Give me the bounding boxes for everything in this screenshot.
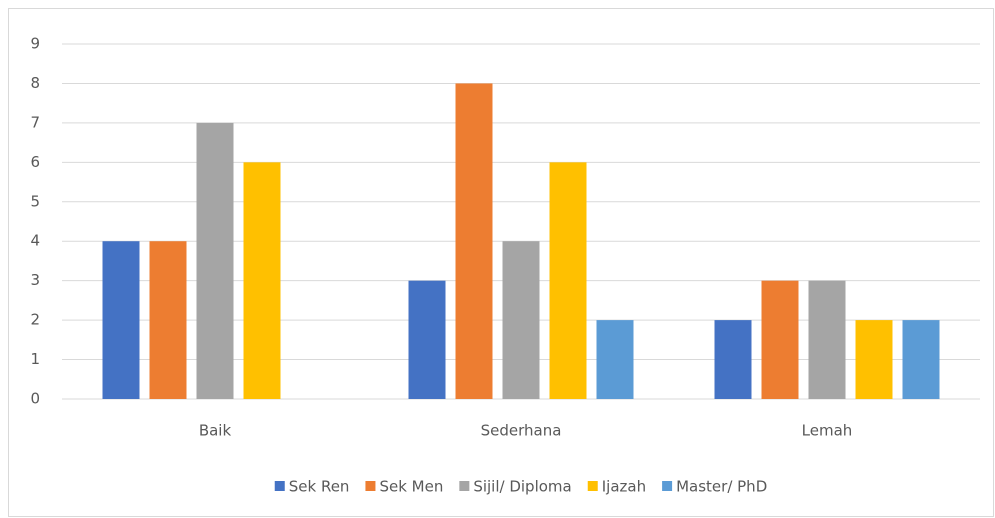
legend-swatch [459,481,470,491]
legend-swatch [587,481,598,491]
bar [196,122,234,399]
y-tick-label: 0 [30,390,40,408]
legend-label: Master/ PhD [676,478,767,496]
x-tick-label: Lemah [802,422,853,440]
y-tick-label: 1 [30,350,40,368]
y-tick-label: 4 [30,232,40,250]
legend-label: Sek Men [379,478,443,496]
bar [902,320,940,399]
bar [102,241,140,399]
x-tick-label: Baik [199,422,232,440]
bar [455,83,493,399]
bar [808,280,846,399]
bar [596,320,634,399]
legend-label: Ijazah [602,478,646,496]
bar [502,241,540,399]
bar [855,320,893,399]
y-tick-label: 2 [30,311,40,329]
bar [243,162,281,399]
bar [408,280,446,399]
y-tick-label: 7 [30,113,40,131]
y-tick-label: 3 [30,271,40,289]
y-tick-label: 6 [30,153,40,171]
y-tick-label: 5 [30,192,40,210]
legend-label: Sijil/ Diploma [473,478,571,496]
bar [149,241,187,399]
y-tick-label: 8 [30,74,40,92]
bar [549,162,587,399]
x-tick-label: Sederhana [481,422,562,440]
legend-swatch [365,481,376,491]
legend-swatch [662,481,673,491]
legend-swatch [274,481,285,491]
y-tick-label: 9 [30,35,40,53]
bar [761,280,799,399]
bar [714,320,752,399]
legend-label: Sek Ren [289,478,350,496]
